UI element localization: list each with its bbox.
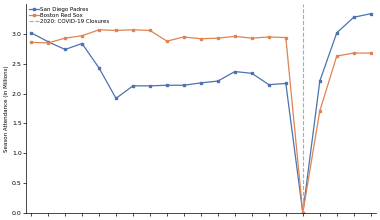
San Diego Padres (266, 83, 271, 86)
Boston Red Sox (199, 37, 203, 40)
Boston Red Sox (46, 42, 50, 44)
San Diego Padres (46, 40, 50, 43)
San Diego Padres (199, 82, 203, 84)
Boston Red Sox (63, 37, 67, 39)
San Diego Padres (131, 84, 135, 87)
San Diego Padres (301, 211, 305, 214)
2020: COVID-19 Closures: (2.02e+03, 1): COVID-19 Closures: (2.02e+03, 1) (301, 152, 305, 154)
San Diego Padres (233, 70, 237, 73)
San Diego Padres (80, 42, 84, 45)
Boston Red Sox (131, 28, 135, 31)
San Diego Padres (369, 12, 373, 15)
San Diego Padres (165, 84, 169, 86)
Boston Red Sox (250, 37, 254, 39)
Boston Red Sox (318, 110, 322, 112)
Legend: San Diego Padres, Boston Red Sox, 2020: COVID-19 Closures: San Diego Padres, Boston Red Sox, 2020: … (28, 6, 111, 25)
San Diego Padres (318, 80, 322, 82)
Boston Red Sox (114, 29, 118, 32)
San Diego Padres (334, 31, 339, 34)
Boston Red Sox (352, 52, 356, 54)
Boston Red Sox (266, 36, 271, 38)
San Diego Padres (114, 97, 118, 100)
San Diego Padres (29, 31, 33, 34)
San Diego Padres (182, 84, 186, 86)
Boston Red Sox (233, 35, 237, 38)
San Diego Padres (283, 82, 288, 85)
San Diego Padres (250, 72, 254, 75)
Boston Red Sox (29, 41, 33, 44)
Boston Red Sox (334, 55, 339, 57)
Y-axis label: Season Attendance (in Millions): Season Attendance (in Millions) (4, 65, 9, 152)
2020: COVID-19 Closures: (2.02e+03, 0): COVID-19 Closures: (2.02e+03, 0) (301, 211, 305, 214)
San Diego Padres (352, 16, 356, 19)
Line: San Diego Padres: San Diego Padres (30, 12, 372, 214)
Boston Red Sox (148, 29, 152, 32)
Boston Red Sox (283, 36, 288, 39)
Boston Red Sox (97, 28, 101, 31)
Boston Red Sox (182, 36, 186, 38)
Boston Red Sox (215, 37, 220, 39)
Boston Red Sox (369, 52, 373, 54)
Boston Red Sox (165, 40, 169, 42)
San Diego Padres (97, 67, 101, 69)
Line: Boston Red Sox: Boston Red Sox (30, 28, 372, 214)
Boston Red Sox (80, 35, 84, 37)
San Diego Padres (148, 84, 152, 87)
San Diego Padres (63, 48, 67, 51)
San Diego Padres (215, 80, 220, 82)
Boston Red Sox (301, 211, 305, 214)
